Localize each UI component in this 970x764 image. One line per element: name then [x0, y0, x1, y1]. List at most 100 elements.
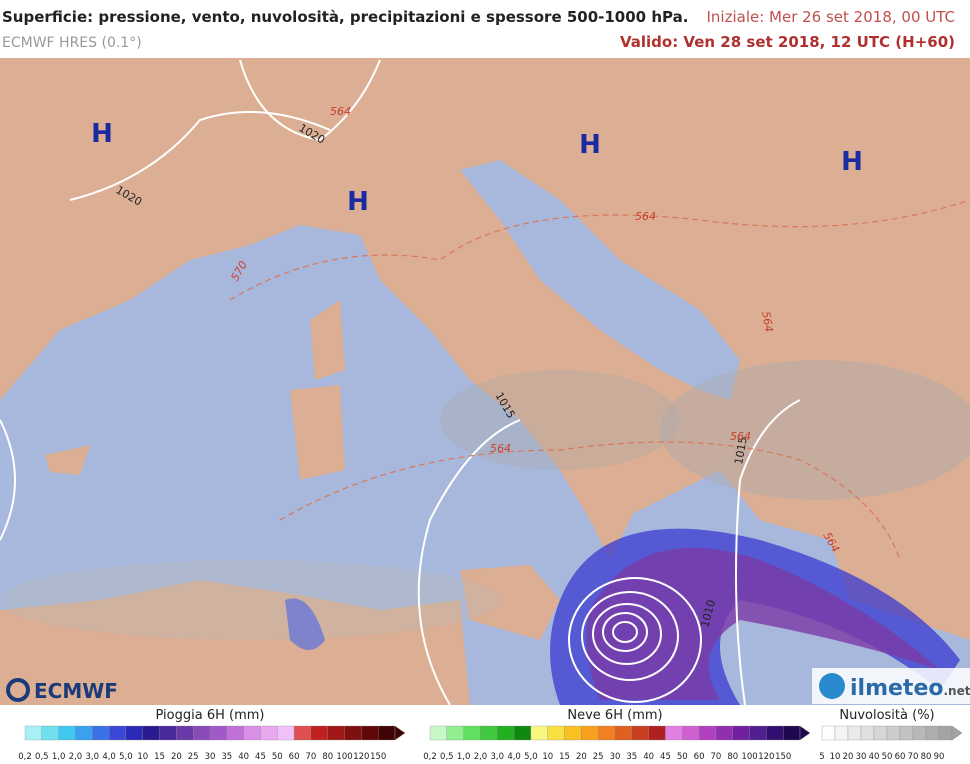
- legend-swatch: [193, 725, 211, 741]
- high-pressure: H: [91, 119, 113, 149]
- legend-swatch: [260, 725, 278, 741]
- legend-swatch: [581, 725, 599, 741]
- legend-label: 45: [255, 752, 266, 762]
- map: H HHH102010201015101510105645705645645645…: [0, 58, 970, 706]
- legend-label: 2,0: [474, 752, 488, 762]
- greece: [740, 360, 970, 560]
- legend-swatch: [361, 725, 379, 741]
- legend-label: 35: [221, 752, 232, 762]
- legend-label: 90: [934, 752, 945, 762]
- legend-label: 60: [289, 752, 300, 762]
- legend-swatch: [293, 725, 312, 741]
- legend-swatch: [912, 725, 927, 741]
- legend-arrow: [394, 725, 406, 741]
- isobar-label: 1015: [732, 436, 750, 466]
- cyclone-isobars: [568, 577, 702, 703]
- legend-label: 10: [830, 752, 841, 762]
- legend-swatch: [715, 725, 733, 741]
- legend-swatch: [24, 725, 42, 741]
- thickness-lines: [229, 199, 970, 561]
- legend-label: 0,5: [440, 752, 454, 762]
- legend-label: 0,2: [423, 752, 437, 762]
- legend-swatch: [226, 725, 244, 741]
- legend-swatch: [176, 725, 194, 741]
- legend-label: 70: [710, 752, 721, 762]
- legend-label: 80: [921, 752, 932, 762]
- legend-swatch: [463, 725, 481, 741]
- legend-swatch: [732, 725, 750, 741]
- thickness-label: 564: [330, 105, 351, 118]
- legend-swatch: [58, 725, 76, 741]
- high-pressure: H: [841, 147, 863, 177]
- legend-swatch: [665, 725, 683, 741]
- legend-label: 150: [775, 752, 791, 762]
- legend-swatch: [513, 725, 532, 741]
- legend-swatch: [327, 725, 345, 741]
- legend-swatch: [631, 725, 649, 741]
- initial-time: Iniziale: Mer 26 set 2018, 00 UTC: [706, 8, 955, 26]
- ecmwf-logo: ECMWF: [34, 679, 118, 703]
- legend-label: 40: [643, 752, 654, 762]
- high-pressure: H: [347, 187, 369, 217]
- legend-label: 60: [694, 752, 705, 762]
- balearic: [45, 445, 90, 475]
- precip-area: [285, 598, 325, 650]
- legend-label: 4,0: [507, 752, 521, 762]
- italy: [360, 160, 700, 560]
- legend-arrow: [799, 725, 811, 741]
- high-pressure: H: [579, 130, 601, 160]
- legend-label: 60: [895, 752, 906, 762]
- legend-swatch: [378, 725, 396, 741]
- legend-label: 1,0: [457, 752, 471, 762]
- legend-label: 20: [576, 752, 587, 762]
- ilmeteo-logo-domain: .net: [943, 684, 970, 698]
- legend-swatch: [209, 725, 227, 741]
- legend-label: 1,0: [52, 752, 66, 762]
- legend-swatch: [243, 725, 261, 741]
- legend-label: 120: [353, 752, 369, 762]
- legend-label: 35: [626, 752, 637, 762]
- legend-label: 5: [819, 752, 824, 762]
- legend-swatch: [125, 725, 143, 741]
- legend-swatch: [429, 725, 447, 741]
- legend-label: 20: [843, 752, 854, 762]
- sardinia: [290, 385, 345, 480]
- legend-swatch: [648, 725, 666, 741]
- legend: Pioggia 6H (mm)0,2 0,5 1,0 2,0 3,0 4,0 5,0 10 15…: [0, 705, 970, 764]
- legend-label: 40: [869, 752, 880, 762]
- legend-swatch: [497, 725, 515, 741]
- legend-label: 70: [908, 752, 919, 762]
- legend-label: 0,5: [35, 752, 49, 762]
- legend-label: 30: [856, 752, 867, 762]
- legend-swatch: [925, 725, 940, 741]
- clouds: [440, 370, 680, 470]
- legend-label: 10: [137, 752, 148, 762]
- ilmeteo-logo-icon: [819, 673, 845, 699]
- legend-swatch: [142, 725, 160, 741]
- legend-swatch: [598, 725, 616, 741]
- thickness-label: 564: [490, 442, 511, 455]
- legend-swatch: [766, 725, 784, 741]
- legend-label: 25: [593, 752, 604, 762]
- legend-label: 40: [238, 752, 249, 762]
- legend-swatch: [547, 725, 565, 741]
- corsica: [310, 300, 345, 380]
- thickness-label: 564: [759, 310, 775, 333]
- africa: [0, 600, 380, 705]
- legend-label: 10: [542, 752, 553, 762]
- legend-label: 20: [171, 752, 182, 762]
- legend-label: 80: [322, 752, 333, 762]
- legend-swatch: [749, 725, 767, 741]
- legend-label: 5,0: [119, 752, 133, 762]
- legend-label: 70: [305, 752, 316, 762]
- legend-swatch: [159, 725, 177, 741]
- legend-label: 45: [660, 752, 671, 762]
- legend-arrow: [951, 725, 963, 741]
- legend-swatch: [886, 725, 901, 741]
- legend-label: 3,0: [86, 752, 100, 762]
- legend-swatch: [344, 725, 362, 741]
- thickness-label: 564: [635, 210, 656, 223]
- legend-label: 100: [741, 752, 757, 762]
